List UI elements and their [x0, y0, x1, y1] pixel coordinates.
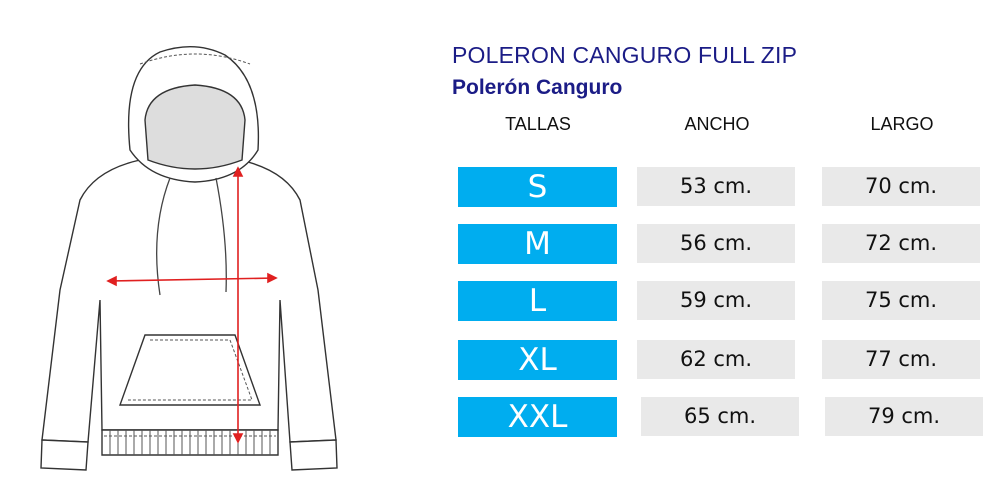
header-width: ANCHO: [684, 114, 750, 134]
width-value: 65 cm.: [641, 397, 799, 436]
size-row: S 53 cm. 70 cm.: [0, 167, 1000, 207]
size-label: M: [458, 224, 617, 264]
size-label: XL: [458, 340, 617, 380]
length-value: 75 cm.: [822, 281, 980, 320]
size-row: XXL 65 cm. 79 cm.: [0, 397, 1000, 437]
header-length: LARGO: [870, 114, 934, 134]
hoodie-pocket: [119, 334, 261, 406]
length-value: 70 cm.: [822, 167, 980, 206]
hoodie-hood-inner: [144, 84, 246, 170]
size-label: S: [458, 167, 617, 207]
size-label: XXL: [458, 397, 617, 437]
size-label: L: [458, 281, 617, 321]
hoodie-left-cuff: [40, 439, 89, 471]
header-sizes: TALLAS: [505, 114, 571, 134]
length-value: 72 cm.: [822, 224, 980, 263]
width-arrow: [107, 277, 277, 282]
width-value: 53 cm.: [637, 167, 795, 206]
length-value: 77 cm.: [822, 340, 980, 379]
hoodie-drawstrings: [156, 177, 227, 296]
size-row: L 59 cm. 75 cm.: [0, 281, 1000, 321]
width-value: 59 cm.: [637, 281, 795, 320]
width-value: 56 cm.: [637, 224, 795, 263]
size-row: XL 62 cm. 77 cm.: [0, 340, 1000, 380]
product-title: POLERON CANGURO FULL ZIP: [452, 42, 798, 68]
width-value: 62 cm.: [637, 340, 795, 379]
length-value: 79 cm.: [825, 397, 983, 436]
hoodie-right-cuff: [289, 439, 338, 471]
product-subtitle: Polerón Canguro: [452, 76, 623, 99]
size-row: M 56 cm. 72 cm.: [0, 224, 1000, 264]
hoodie-illustration: [40, 45, 338, 471]
